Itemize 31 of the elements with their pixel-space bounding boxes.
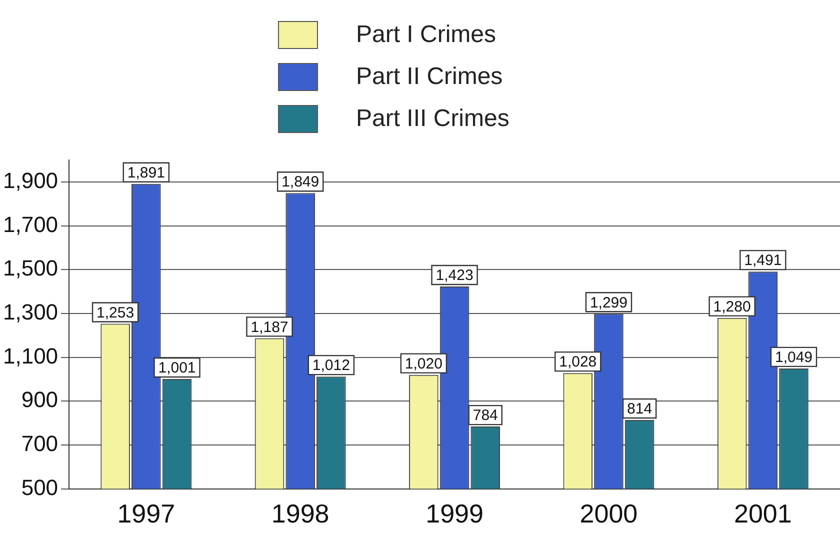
y-tick-label: 1,300 [2, 300, 58, 325]
data-label: 1,491 [744, 252, 782, 270]
data-label: 1,253 [96, 304, 134, 322]
data-label: 784 [472, 407, 498, 424]
y-tick-label: 500 [21, 474, 58, 500]
data-label: 1,049 [774, 349, 813, 366]
y-tick-label: 1,500 [2, 256, 58, 281]
data-label: 1,280 [713, 298, 751, 316]
y-tick-label: 1,100 [2, 343, 58, 368]
data-label: 1,020 [404, 355, 442, 372]
x-tick-label: 2001 [734, 498, 792, 529]
data-label: 1,028 [559, 354, 597, 371]
data-label: 1,187 [250, 318, 288, 336]
legend-label: Part I Crimes [356, 21, 496, 49]
data-label: 1,891 [127, 164, 165, 182]
data-label: 1,423 [436, 267, 474, 284]
x-tick-label: 1997 [117, 498, 176, 529]
data-label: 1,012 [312, 357, 350, 374]
data-label: 1,299 [590, 294, 628, 312]
x-tick-label: 1999 [426, 498, 484, 529]
y-tick-label: 900 [21, 387, 58, 412]
x-tick-label: 2000 [580, 498, 638, 529]
x-tick-label: 1998 [271, 498, 330, 529]
data-label: 1,001 [158, 360, 196, 377]
y-tick-label: 700 [21, 431, 58, 456]
data-label: 1,849 [282, 174, 320, 191]
legend-label: Part III Crimes [356, 105, 510, 133]
data-label: 814 [627, 400, 652, 418]
y-tick-label: 1,700 [2, 212, 58, 237]
y-tick-label: 1,900 [2, 168, 58, 193]
legend-label: Part II Crimes [356, 63, 503, 91]
